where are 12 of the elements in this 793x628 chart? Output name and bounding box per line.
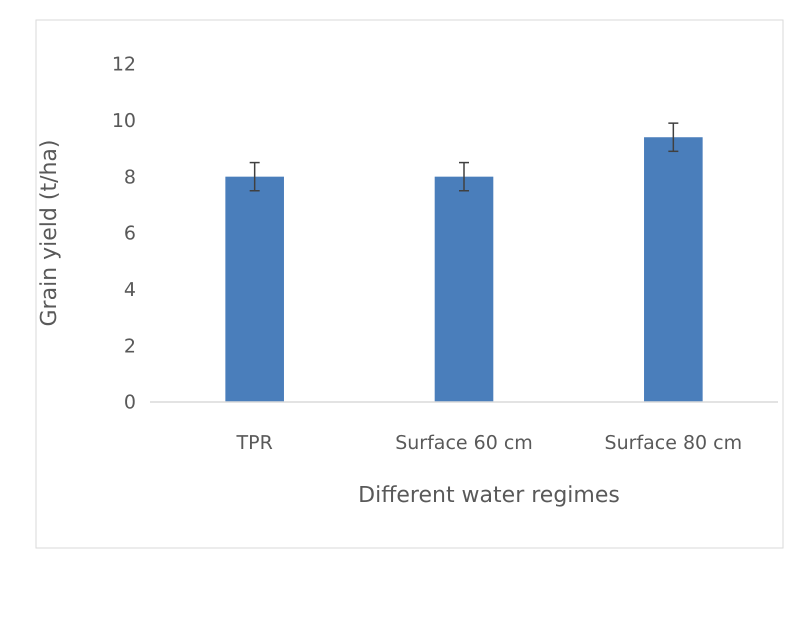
y-tick-label: 6 <box>124 222 136 245</box>
y-tick-label: 12 <box>112 54 136 76</box>
y-tick-label: 2 <box>124 335 136 358</box>
y-tick-label: 4 <box>124 278 136 301</box>
x-axis-title: Different water regimes <box>358 483 620 508</box>
y-tick-label: 8 <box>124 166 136 188</box>
x-tick-label: Surface 80 cm <box>604 432 742 454</box>
y-tick-label: 0 <box>124 392 136 414</box>
y-tick-label: 10 <box>112 110 136 132</box>
x-tick-label: TPR <box>236 432 273 454</box>
x-tick-label: Surface 60 cm <box>395 432 533 454</box>
y-axis-title: Grain yield (t/ha) <box>37 140 62 326</box>
